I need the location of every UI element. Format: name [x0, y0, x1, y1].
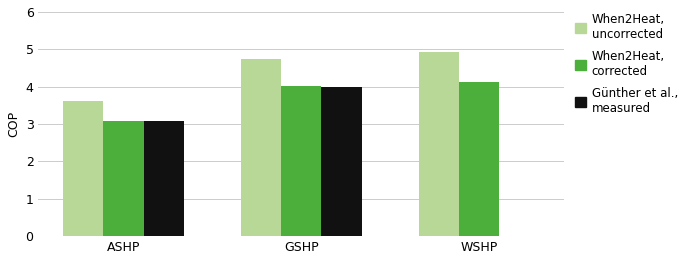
- Bar: [419, 52, 459, 236]
- Bar: [63, 101, 103, 236]
- Bar: [321, 87, 362, 236]
- Y-axis label: COP: COP: [7, 111, 20, 137]
- Bar: [281, 86, 321, 236]
- Bar: [143, 121, 184, 236]
- Bar: [459, 82, 499, 236]
- Bar: [103, 121, 143, 236]
- Legend: When2Heat,
uncorrected, When2Heat,
corrected, Günther et al.,
measured: When2Heat, uncorrected, When2Heat, corre…: [575, 13, 678, 115]
- Bar: [241, 59, 281, 236]
